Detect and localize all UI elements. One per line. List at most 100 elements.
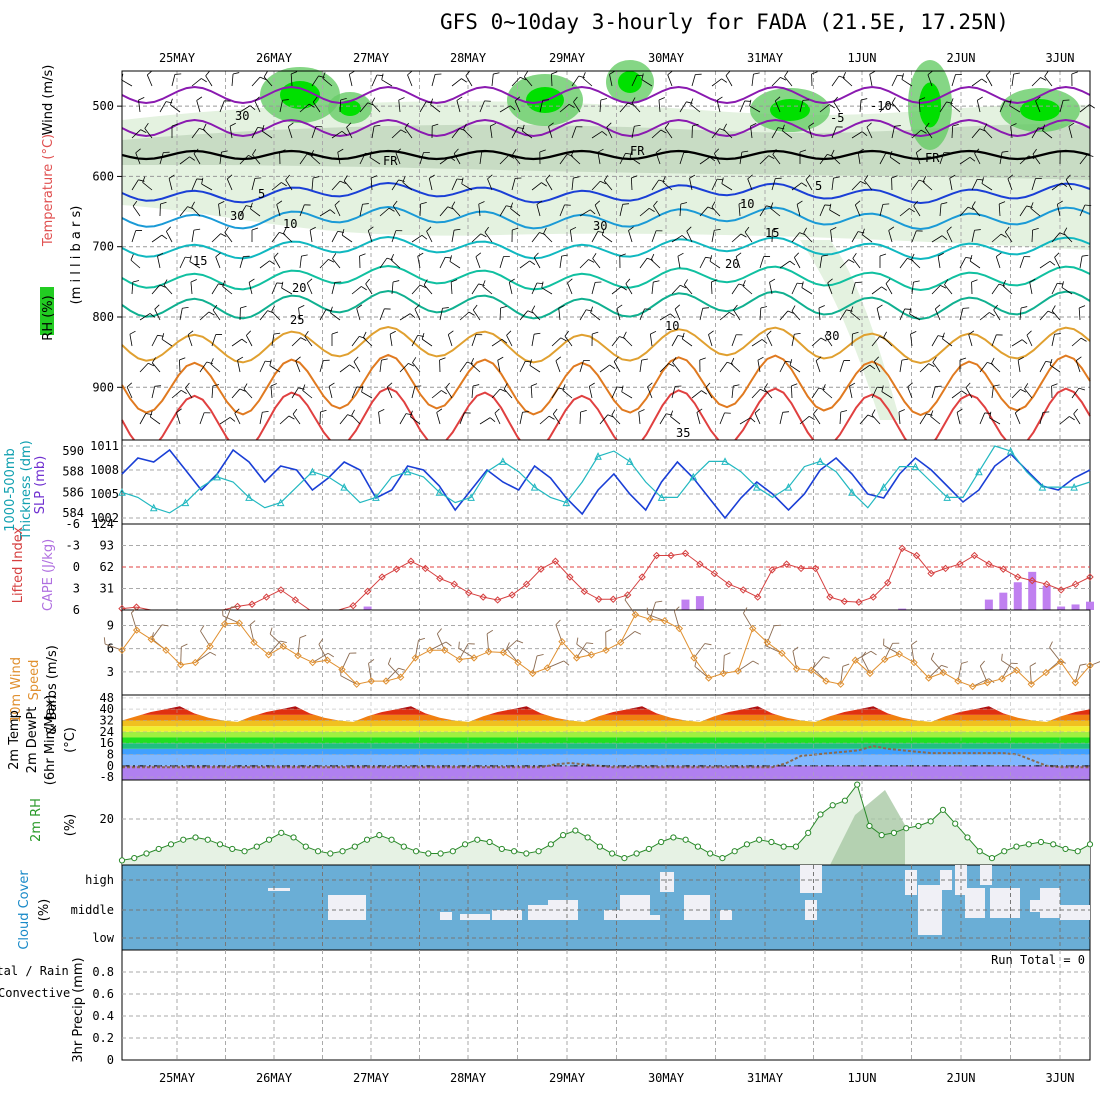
wind-barb [813,408,821,425]
wind-barb-shaft [131,179,139,191]
wind-barb [851,131,868,139]
wind-barb-shaft [239,105,251,113]
wind-barb [991,357,1001,373]
wind-barb-flag [206,361,213,365]
wind-barb [451,201,461,217]
wind-barb-flag [426,226,432,232]
contour-label: 30 [593,219,607,233]
contour-label: FR [383,154,398,168]
wind-barb-shaft [705,387,713,399]
wind-barb-shaft [949,178,953,191]
thickness-line [121,445,1091,514]
wind-barb-shaft [215,256,221,269]
rh2m-marker [351,843,358,850]
wind-barb-flag [312,96,318,103]
wind-barb-shaft [716,100,721,113]
temperature-contour [121,181,1091,205]
wind-barb [1042,124,1053,139]
wind-barb [391,280,400,295]
wind-barb-flag [801,182,808,187]
wind-barb-shaft [611,336,620,347]
wind-barb [571,176,580,191]
lifted-index-marker [970,551,979,560]
precip-tick-label: 0.2 [92,1031,114,1045]
wind-barb [343,175,353,191]
wind-barb-flag [271,305,275,312]
wind-barb-flag [866,122,872,128]
lifted-index-marker [1086,573,1094,581]
wind10m-barb-flag [458,641,460,649]
wind-barb [159,151,170,165]
wind-barb-shaft [237,360,241,373]
wind-barb-flag [334,281,342,283]
wind-barb-flag [711,279,718,283]
wind-barb-shaft [909,313,921,321]
wind-barb-flag [356,386,364,388]
wind10m-marker [235,619,244,627]
wind-barb [298,305,305,321]
wind-barb-flag [801,281,804,288]
contour-label: -5 [830,111,844,125]
wind10m-barb-flag [340,669,342,676]
wind-barb [191,78,207,87]
wind-barb [839,360,851,373]
wind-barb-shaft [971,128,981,139]
lifted-index-marker [782,560,791,568]
wind-barb-flag [1080,337,1087,342]
wind-barb [822,384,833,399]
wind-barb-shaft [193,153,201,165]
wind-barb-shaft [453,153,461,165]
wind-barb [719,412,731,425]
wind-barb-flag [196,96,203,101]
wind-barb [599,364,616,373]
wind-barb-shaft [991,334,997,347]
wind-barb-flag [221,150,228,153]
wind-barb-flag [576,126,583,128]
upper-ytick-label: 500 [92,99,114,113]
wind-barb-shaft [862,234,873,243]
wind-barb-shaft [211,386,214,399]
wind-barb [811,71,818,87]
rh2m-marker [1013,843,1020,850]
wind-barb-shaft [412,362,421,373]
wind-barb-shaft [419,101,427,113]
wind-barb-shaft [451,230,455,243]
wind-barb [248,278,255,295]
wind-barb-flag [1063,227,1068,234]
wind-barb [824,330,833,347]
rh2m-marker [498,845,505,853]
thickness-marker [1070,483,1078,491]
wind10m-barb [150,624,169,640]
wind-barb [742,280,753,295]
wind-barb [891,97,901,113]
wind-barb-flag [201,78,207,83]
wind-barb-shaft [647,386,653,399]
wind-barb-shaft [298,308,301,321]
ylabel-lifted-index: Lifted Index [11,526,26,603]
wind-barb-flag [686,226,692,232]
lifted-index-marker [884,579,892,587]
wind-barb [951,390,968,399]
wind-barb [539,99,550,113]
wind10m-marker [910,658,918,667]
wind-barb-flag [243,383,248,390]
wind-barb-flag [768,155,775,159]
wind-barb [934,304,941,321]
wind-barb-shaft [871,286,882,295]
wind-barb-flag [709,255,713,262]
wind10m-marker [352,680,361,688]
ylabel-t2m-unit: (°C) [63,727,78,753]
wind-barb [939,152,951,165]
wind10m-marker [748,624,757,633]
wind-barb-shaft [189,261,201,269]
wind-barb-shaft [594,204,601,217]
wind10m-barb-flag [979,660,985,667]
t2m-color-band [122,765,1090,780]
wind-barb-flag [658,97,665,101]
wind-barb [907,382,913,399]
rh2m-marker [425,850,432,857]
contour-label: 10 [665,319,679,333]
wind-barb-shaft [655,152,661,165]
wind-barb-shaft [555,360,561,373]
wind-barb-shaft [571,126,577,139]
